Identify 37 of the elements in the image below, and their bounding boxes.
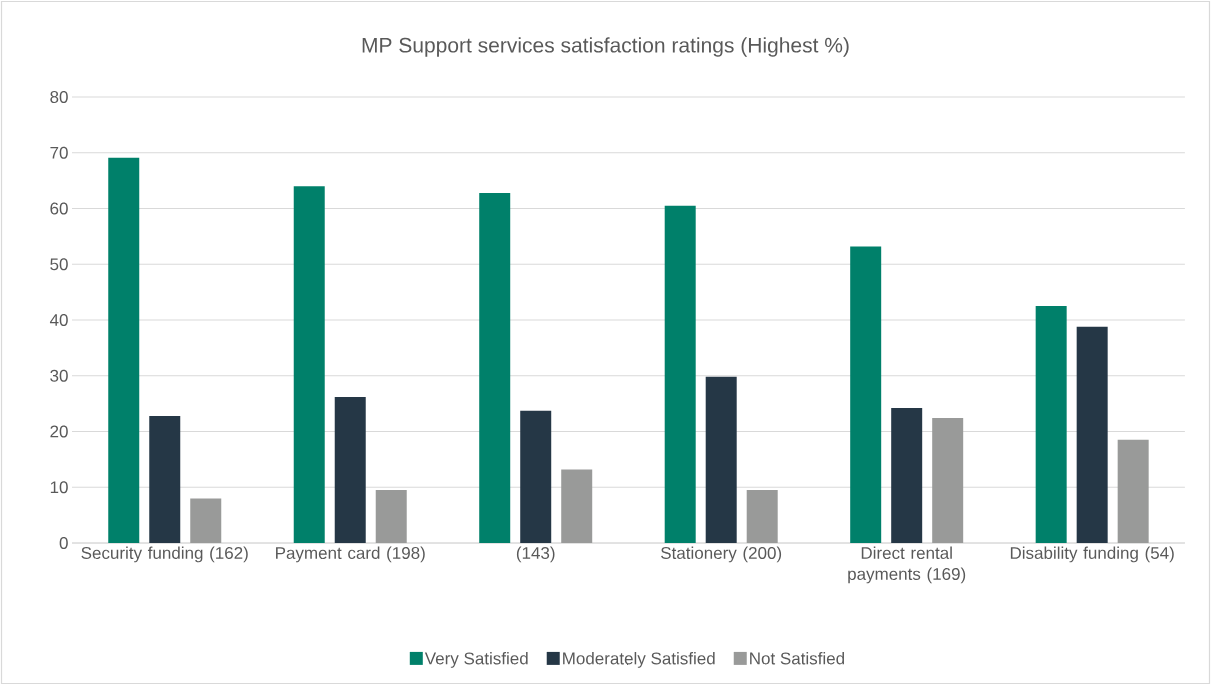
- bar: [932, 418, 964, 543]
- bar: [664, 205, 696, 543]
- x-tick-label: Stationery (200): [661, 546, 782, 563]
- y-tick-label: 20: [50, 425, 68, 438]
- bar: [1035, 306, 1067, 543]
- y-tick-label: 60: [50, 202, 68, 215]
- bar: [746, 490, 778, 543]
- bar: [891, 408, 923, 543]
- bar: [334, 396, 366, 543]
- bar: [149, 415, 181, 543]
- bar: [520, 410, 552, 543]
- y-tick-label: 70: [50, 146, 68, 159]
- x-tick-label: (143): [516, 546, 555, 563]
- y-tick-label: 50: [50, 258, 68, 271]
- x-tick-label: Security funding (162): [81, 546, 248, 563]
- bar: [1076, 326, 1108, 543]
- x-tick-label: Disability funding (54): [1010, 546, 1174, 563]
- chart-title: MP Support services satisfaction ratings (Highest %): [362, 37, 849, 57]
- y-tick-label: 80: [50, 90, 68, 104]
- bar: [108, 157, 140, 543]
- legend-label: Moderately Satisfied: [563, 652, 715, 668]
- bar: [850, 246, 882, 543]
- bar: [375, 490, 407, 543]
- bar: [1117, 439, 1149, 543]
- bar: [190, 498, 222, 543]
- y-tick-label: 40: [49, 313, 68, 327]
- legend-label: Very Satisfied: [424, 652, 528, 668]
- x-tick-label: Direct rental payments (169): [848, 546, 966, 584]
- bar: [705, 376, 737, 543]
- x-tick-label: Payment card (198): [276, 546, 425, 563]
- legend-label: Not Satisfied: [750, 652, 845, 665]
- y-tick-label: 10: [50, 481, 68, 494]
- bar: [293, 186, 325, 543]
- y-tick-label: 0: [59, 536, 68, 550]
- bar: [479, 192, 511, 543]
- y-tick-label: 30: [50, 369, 68, 382]
- bar: [561, 469, 593, 543]
